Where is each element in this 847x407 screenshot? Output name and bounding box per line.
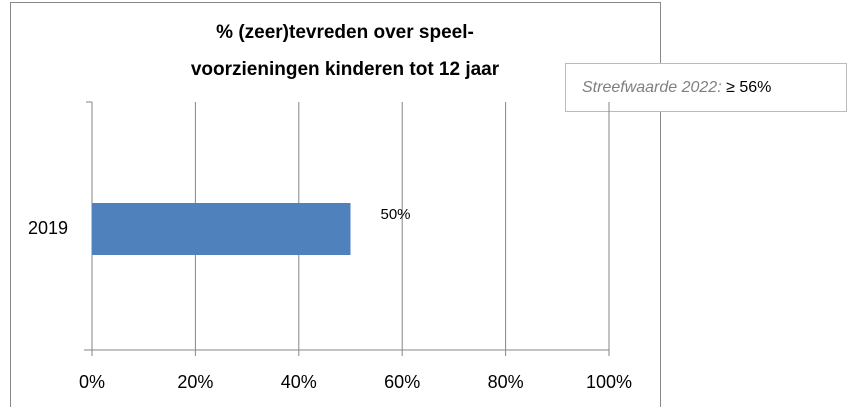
bar (92, 203, 351, 255)
x-tick-label: 0% (79, 372, 105, 392)
x-tick-label: 80% (488, 372, 524, 392)
chart-title: % (zeer)tevreden over speel- (216, 22, 474, 43)
x-tick-label: 40% (281, 372, 317, 392)
annotation-box (565, 63, 847, 112)
data-label: 50% (380, 206, 410, 223)
chart-title: voorzieningen kinderen tot 12 jaar (191, 59, 500, 80)
annotation: Streefwaarde 2022: ≥ 56% (582, 79, 771, 96)
x-tick-label: 20% (177, 372, 213, 392)
y-tick-label: 2019 (28, 218, 68, 238)
x-tick-label: 100% (586, 372, 632, 392)
annotation-value: ≥ 56% (726, 79, 771, 96)
annotation-label: Streefwaarde 2022: (582, 79, 722, 96)
x-tick-label: 60% (384, 372, 420, 392)
